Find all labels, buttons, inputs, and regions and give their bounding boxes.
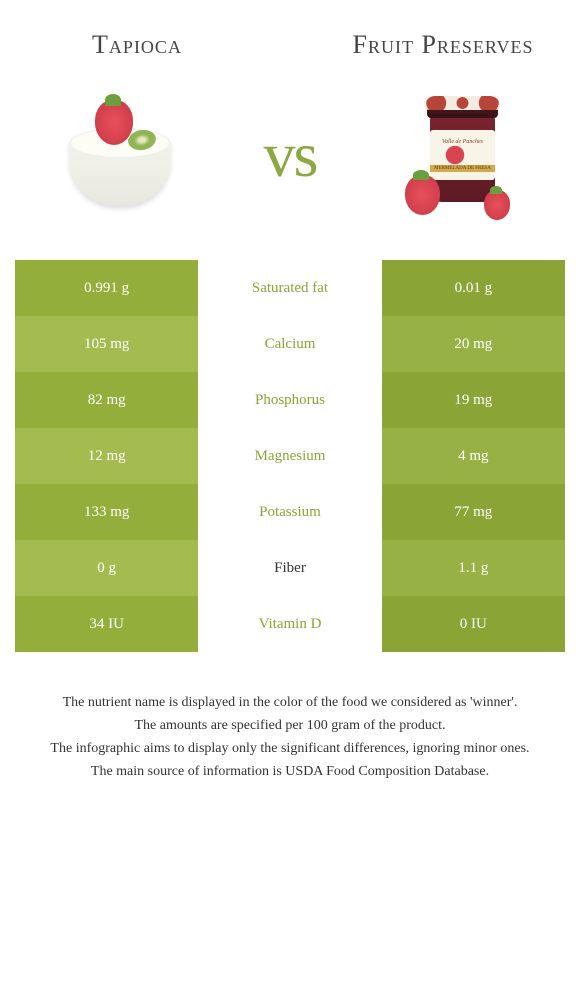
nutrient-right-value: 19 mg — [382, 372, 565, 428]
nutrient-row: 34 IUVitamin D0 IU — [15, 596, 565, 652]
nutrient-left-value: 133 mg — [15, 484, 198, 540]
left-food-title: Tapioca — [35, 30, 239, 60]
nutrient-row: 105 mgCalcium20 mg — [15, 316, 565, 372]
infographic-container: Tapioca Fruit Preserves vs Valle de Panc… — [0, 0, 580, 814]
nutrient-right-value: 1.1 g — [382, 540, 565, 596]
nutrient-left-value: 0.991 g — [15, 260, 198, 316]
left-food-image — [45, 80, 195, 230]
vs-label: vs — [264, 118, 317, 192]
nutrient-left-value: 0 g — [15, 540, 198, 596]
nutrient-name: Potassium — [198, 484, 381, 540]
nutrient-row: 0.991 gSaturated fat0.01 g — [15, 260, 565, 316]
nutrient-name: Phosphorus — [198, 372, 381, 428]
nutrient-name: Fiber — [198, 540, 381, 596]
right-food-image: Valle de Panches MERMELADA DE FRESA — [385, 80, 535, 230]
footer-notes: The nutrient name is displayed in the co… — [15, 692, 565, 782]
right-food-title: Fruit Preserves — [341, 30, 545, 60]
nutrient-right-value: 77 mg — [382, 484, 565, 540]
nutrient-right-value: 4 mg — [382, 428, 565, 484]
nutrient-name: Magnesium — [198, 428, 381, 484]
nutrient-left-value: 82 mg — [15, 372, 198, 428]
nutrient-left-value: 12 mg — [15, 428, 198, 484]
nutrient-right-value: 0.01 g — [382, 260, 565, 316]
jar-illustration: Valle de Panches MERMELADA DE FRESA — [405, 90, 515, 220]
nutrient-row: 133 mgPotassium77 mg — [15, 484, 565, 540]
nutrient-left-value: 34 IU — [15, 596, 198, 652]
nutrient-row: 0 gFiber1.1 g — [15, 540, 565, 596]
nutrient-name: Vitamin D — [198, 596, 381, 652]
nutrient-name: Saturated fat — [198, 260, 381, 316]
tapioca-illustration — [60, 100, 180, 210]
footer-note-line: The amounts are specified per 100 gram o… — [25, 715, 555, 736]
nutrient-row: 12 mgMagnesium4 mg — [15, 428, 565, 484]
header-row: Tapioca Fruit Preserves — [15, 30, 565, 60]
footer-note-line: The infographic aims to display only the… — [25, 738, 555, 759]
footer-note-line: The nutrient name is displayed in the co… — [25, 692, 555, 713]
nutrient-left-value: 105 mg — [15, 316, 198, 372]
nutrient-row: 82 mgPhosphorus19 mg — [15, 372, 565, 428]
nutrient-comparison-table: 0.991 gSaturated fat0.01 g105 mgCalcium2… — [15, 260, 565, 652]
images-row: vs Valle de Panches MERMELADA DE FRESA — [15, 80, 565, 230]
nutrient-right-value: 0 IU — [382, 596, 565, 652]
nutrient-name: Calcium — [198, 316, 381, 372]
nutrient-right-value: 20 mg — [382, 316, 565, 372]
footer-note-line: The main source of information is USDA F… — [25, 761, 555, 782]
